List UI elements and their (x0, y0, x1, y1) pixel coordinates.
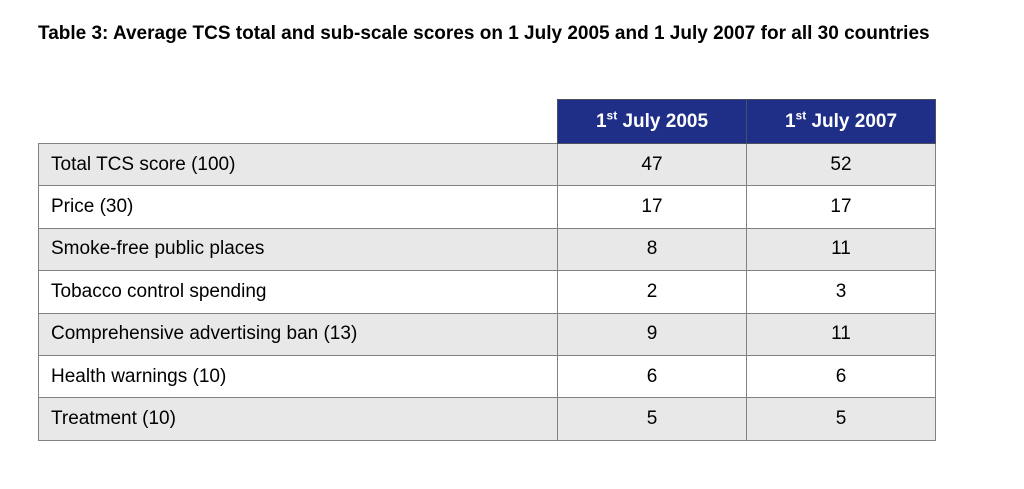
table-row: Health warnings (10) 6 6 (38, 354, 936, 399)
value-cell-july-2005: 2 (557, 270, 747, 314)
row-label-cell: Treatment (10) (38, 397, 558, 441)
value-cell-july-2005: 9 (557, 312, 747, 356)
row-label-cell: Price (30) (38, 185, 558, 229)
column-header-july-2007: 1st July 2007 (746, 99, 936, 144)
table-row: Comprehensive advertising ban (13) 9 11 (38, 312, 936, 356)
table-row: Tobacco control spending 2 3 (38, 270, 936, 314)
row-label-cell: Tobacco control spending (38, 270, 558, 314)
row-label-cell: Smoke-free public places (38, 227, 558, 272)
table-header-row: 1st July 2005 1st July 2007 (39, 99, 936, 144)
value-cell-july-2007: 3 (746, 270, 936, 314)
value-cell-july-2005: 6 (557, 354, 747, 399)
table-row: Smoke-free public places 8 11 (38, 227, 936, 272)
value-cell-july-2005: 17 (557, 185, 747, 229)
value-cell-july-2007: 11 (746, 227, 936, 272)
table-caption: Table 3: Average TCS total and sub-scale… (38, 23, 930, 44)
row-label-cell: Comprehensive advertising ban (13) (38, 312, 558, 356)
column-header-july-2005: 1st July 2005 (557, 99, 747, 144)
row-label-cell: Total TCS score (100) (38, 142, 558, 187)
row-label-cell: Health warnings (10) (38, 354, 558, 399)
table-row: Treatment (10) 5 5 (38, 397, 936, 441)
value-cell-july-2007: 11 (746, 312, 936, 356)
value-cell-july-2007: 17 (746, 185, 936, 229)
tcs-scores-table: 1st July 2005 1st July 2007 Total TCS sc… (38, 99, 936, 441)
value-cell-july-2007: 52 (746, 142, 936, 187)
value-cell-july-2007: 5 (746, 397, 936, 441)
value-cell-july-2005: 5 (557, 397, 747, 441)
value-cell-july-2007: 6 (746, 354, 936, 399)
table-row: Price (30) 17 17 (38, 185, 936, 229)
value-cell-july-2005: 47 (557, 142, 747, 187)
empty-header-cell (39, 100, 558, 144)
table-row: Total TCS score (100) 47 52 (38, 142, 936, 187)
value-cell-july-2005: 8 (557, 227, 747, 272)
